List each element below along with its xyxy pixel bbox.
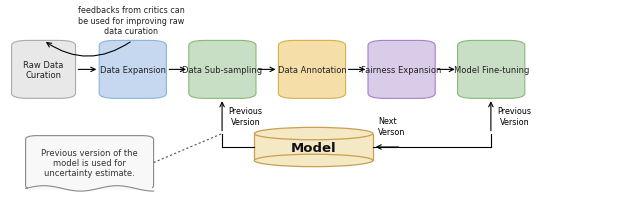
Text: Previous
Version: Previous Version	[228, 107, 262, 126]
FancyBboxPatch shape	[368, 41, 435, 99]
FancyBboxPatch shape	[99, 41, 166, 99]
Text: Data Sub-sampling: Data Sub-sampling	[182, 66, 262, 75]
Text: Previous version of the
model is used for
uncertainty estimate.: Previous version of the model is used fo…	[41, 148, 138, 178]
FancyBboxPatch shape	[458, 41, 525, 99]
FancyBboxPatch shape	[189, 41, 256, 99]
Text: Raw Data
Curation: Raw Data Curation	[23, 60, 64, 80]
Bar	[254, 134, 372, 161]
Text: Previous
Version: Previous Version	[497, 107, 531, 126]
Text: Data Expansion: Data Expansion	[100, 66, 166, 75]
Ellipse shape	[255, 154, 372, 167]
Ellipse shape	[255, 128, 372, 140]
Text: feedbacks from critics can
be used for improving raw
data curation: feedbacks from critics can be used for i…	[78, 6, 184, 36]
Text: Fairness Expansion: Fairness Expansion	[362, 66, 442, 75]
Text: Model: Model	[291, 141, 337, 154]
Text: Next
Verson: Next Verson	[378, 117, 405, 136]
Bar	[28, 187, 152, 191]
FancyBboxPatch shape	[26, 136, 154, 190]
Text: Model Fine-tuning: Model Fine-tuning	[454, 66, 529, 75]
FancyBboxPatch shape	[278, 41, 346, 99]
FancyBboxPatch shape	[12, 41, 76, 99]
Text: Data Annotation: Data Annotation	[278, 66, 346, 75]
